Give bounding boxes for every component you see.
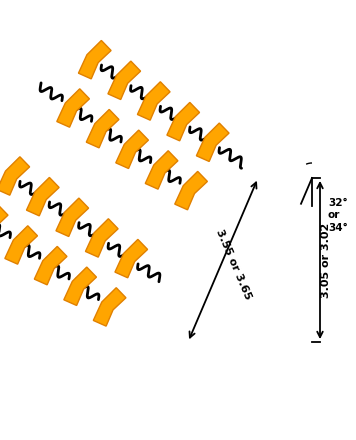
Polygon shape: [0, 157, 30, 195]
Polygon shape: [175, 171, 208, 210]
Polygon shape: [145, 151, 178, 189]
Polygon shape: [197, 123, 229, 161]
Polygon shape: [34, 246, 67, 285]
Polygon shape: [137, 82, 170, 120]
Polygon shape: [0, 205, 8, 243]
Text: 32°
or
34°: 32° or 34°: [328, 198, 348, 233]
Polygon shape: [56, 198, 89, 237]
Text: 3.55 or 3.65: 3.55 or 3.65: [215, 228, 253, 301]
Polygon shape: [116, 130, 148, 169]
Text: 3.05 or 3.02: 3.05 or 3.02: [321, 222, 331, 297]
Polygon shape: [26, 177, 59, 216]
Polygon shape: [78, 40, 111, 79]
Polygon shape: [167, 103, 200, 141]
Polygon shape: [64, 267, 96, 305]
Polygon shape: [115, 239, 148, 278]
Polygon shape: [57, 89, 89, 127]
Polygon shape: [108, 61, 141, 99]
Polygon shape: [85, 219, 118, 257]
Polygon shape: [5, 226, 37, 264]
Polygon shape: [93, 288, 126, 326]
Polygon shape: [86, 110, 119, 148]
